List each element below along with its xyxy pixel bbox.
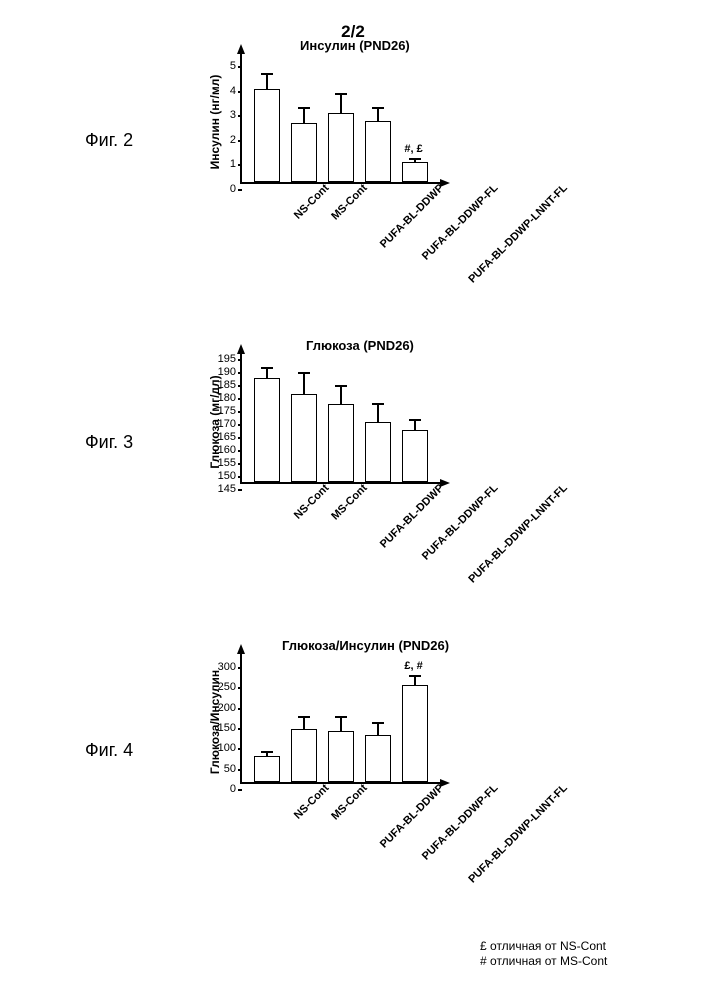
legend-text: отличная от NS-Cont — [490, 939, 606, 953]
bar — [402, 162, 428, 182]
y-arrow-icon — [237, 44, 245, 54]
bar-column: PUFA-BL-DDWP-LNNT-FL — [400, 430, 430, 482]
bar — [291, 394, 317, 482]
bar-column: MS-Cont — [289, 394, 319, 482]
y-tick: 2 — [230, 134, 242, 146]
significance-annotation: £, # — [404, 660, 422, 672]
x-tick-label: NS-Cont — [291, 782, 331, 822]
y-tick: 150 — [218, 722, 242, 734]
bars-container: NS-Cont MS-ContPUFA-BL-DDWPPUFA-BL-DDWP-F… — [242, 654, 440, 782]
x-tick-label: MS-Cont — [329, 182, 369, 222]
y-tick: 0 — [230, 183, 242, 195]
legend-symbol: # — [480, 954, 487, 968]
bar — [291, 123, 317, 182]
bar-column: MS-Cont — [289, 123, 319, 182]
y-tick: 5 — [230, 60, 242, 72]
y-tick: 170 — [218, 418, 242, 430]
bars-container: NS-ContMS-ContPUFA-BL-DDWPPUFA-BL-DDWP-F… — [242, 54, 440, 182]
y-tick: 250 — [218, 681, 242, 693]
plot-area: NS-ContMS-ContPUFA-BL-DDWPPUFA-BL-DDWP-F… — [240, 354, 440, 484]
y-tick: 300 — [218, 661, 242, 673]
chart-insulin: Инсулин (PND26) Инсулин (нг/мл) NS-ContM… — [240, 50, 480, 330]
x-tick-label: MS-Cont — [329, 482, 369, 522]
bar — [328, 731, 354, 782]
bar-column: PUFA-BL-DDWP — [326, 404, 356, 482]
y-tick: 0 — [230, 783, 242, 795]
y-tick: 100 — [218, 742, 242, 754]
plot-area: NS-Cont MS-ContPUFA-BL-DDWPPUFA-BL-DDWP-F… — [240, 654, 440, 784]
bar — [328, 404, 354, 482]
legend-text: отличная от MS-Cont — [490, 954, 607, 968]
y-tick: 190 — [218, 366, 242, 378]
y-tick: 195 — [218, 353, 242, 365]
bar-column: PUFA-BL-DDWP-FL — [363, 735, 393, 782]
bars-container: NS-ContMS-ContPUFA-BL-DDWPPUFA-BL-DDWP-F… — [242, 354, 440, 482]
y-tick: 160 — [218, 444, 242, 456]
figure-2-label: Фиг. 2 — [85, 130, 133, 151]
legend-row: # отличная от MS-Cont — [480, 954, 607, 968]
chart-ratio: Глюкоза/Инсулин (PND26) Глюкоза/Инсулин … — [240, 650, 480, 930]
figure-3-label: Фиг. 3 — [85, 432, 133, 453]
y-tick: 145 — [218, 483, 242, 495]
y-tick: 185 — [218, 379, 242, 391]
y-axis-label: Инсулин (нг/мл) — [208, 75, 222, 170]
significance-legend: £ отличная от NS-Cont # отличная от MS-C… — [480, 938, 607, 969]
y-tick: 165 — [218, 431, 242, 443]
bar — [402, 430, 428, 482]
y-tick: 50 — [224, 763, 242, 775]
x-tick-label: MS-Cont — [329, 782, 369, 822]
bar — [291, 729, 317, 782]
bar — [254, 756, 280, 782]
bar — [328, 113, 354, 182]
y-tick: 200 — [218, 702, 242, 714]
bar-column: MS-Cont — [289, 729, 319, 782]
y-tick: 3 — [230, 109, 242, 121]
y-tick: 150 — [218, 470, 242, 482]
bar-column: PUFA-BL-DDWP-LNNT-FL#, £ — [400, 162, 430, 182]
figure-4-label: Фиг. 4 — [85, 740, 133, 761]
bar — [402, 685, 428, 783]
legend-row: £ отличная от NS-Cont — [480, 939, 607, 953]
bar-column: PUFA-BL-DDWP-LNNT-FL£, # — [400, 685, 430, 783]
bar-column: NS-Cont — [252, 89, 282, 182]
y-arrow-icon — [237, 644, 245, 654]
bar-column: PUFA-BL-DDWP-FL — [363, 422, 393, 482]
bar-column: PUFA-BL-DDWP — [326, 113, 356, 182]
chart-title: Инсулин (PND26) — [300, 38, 410, 53]
significance-annotation: #, £ — [404, 143, 422, 155]
x-tick-label: NS-Cont — [291, 482, 331, 522]
bar — [365, 121, 391, 182]
bar-column: PUFA-BL-DDWP — [326, 731, 356, 782]
plot-area: NS-ContMS-ContPUFA-BL-DDWPPUFA-BL-DDWP-F… — [240, 54, 440, 184]
y-tick: 4 — [230, 85, 242, 97]
chart-glucose: Глюкоза (PND26) Глюкоза (мг/дл) NS-ContM… — [240, 350, 480, 630]
y-tick: 1 — [230, 158, 242, 170]
bar — [365, 735, 391, 782]
bar-column: NS-Cont — [252, 756, 282, 782]
y-tick: 155 — [218, 457, 242, 469]
bar — [365, 422, 391, 482]
bar — [254, 89, 280, 182]
chart-title: Глюкоза/Инсулин (PND26) — [282, 638, 449, 653]
chart-title: Глюкоза (PND26) — [306, 338, 414, 353]
y-tick: 180 — [218, 392, 242, 404]
x-tick-label: NS-Cont — [291, 182, 331, 222]
bar — [254, 378, 280, 482]
bar-column: NS-Cont — [252, 378, 282, 482]
legend-symbol: £ — [480, 939, 487, 953]
y-tick: 175 — [218, 405, 242, 417]
bar-column: PUFA-BL-DDWP-FL — [363, 121, 393, 182]
